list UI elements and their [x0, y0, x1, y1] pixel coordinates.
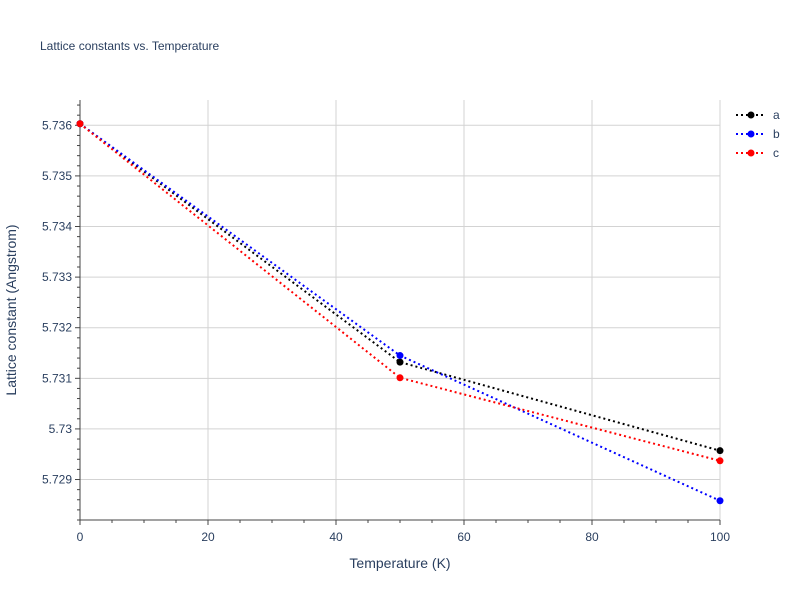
- grid: [80, 100, 721, 520]
- legend-label-a: a: [773, 108, 780, 122]
- series-line-a: [79, 122, 721, 452]
- chart-title: Lattice constants vs. Temperature: [40, 39, 220, 53]
- data-point-c[interactable]: [396, 374, 404, 382]
- x-tick-label: 100: [710, 530, 730, 544]
- data-point-c[interactable]: [716, 457, 724, 465]
- legend-marker-c: [747, 149, 755, 157]
- legend-marker-b: [747, 130, 755, 138]
- x-tick-label: 0: [77, 530, 84, 544]
- y-tick-label: 5.733: [42, 270, 72, 284]
- y-axis-title: Lattice constant (Angstrom): [3, 224, 19, 395]
- legend-item-c[interactable]: c: [736, 146, 779, 160]
- y-tick-label: 5.731: [42, 371, 72, 385]
- x-tick-label: 40: [329, 530, 343, 544]
- x-tick-label: 60: [457, 530, 471, 544]
- data-point-c[interactable]: [76, 120, 84, 128]
- data-point-b[interactable]: [716, 497, 724, 505]
- legend-item-b[interactable]: b: [736, 127, 780, 141]
- x-tick-label: 80: [585, 530, 599, 544]
- legend-item-a[interactable]: a: [736, 108, 780, 122]
- x-tick-label: 20: [201, 530, 215, 544]
- legend-label-b: b: [773, 127, 780, 141]
- y-tick-label: 5.73: [49, 422, 73, 436]
- y-tick-label: 5.732: [42, 321, 72, 335]
- legend-label-c: c: [773, 146, 779, 160]
- legend-marker-a: [747, 111, 755, 119]
- series-a: [76, 120, 724, 455]
- data-point-a[interactable]: [716, 447, 724, 455]
- y-tick-label: 5.736: [42, 118, 72, 132]
- series-b: [76, 120, 724, 505]
- data-point-a[interactable]: [396, 358, 404, 366]
- series-c: [76, 120, 724, 465]
- series-layer: [76, 120, 724, 505]
- y-tick-label: 5.735: [42, 169, 72, 183]
- data-point-b[interactable]: [396, 352, 404, 360]
- legend[interactable]: abc: [736, 108, 780, 160]
- axes: 0 20 40 60 80 100 5.729 5.73 5.731 5.732 5.733 5.73…: [42, 100, 730, 544]
- series-line-c: [79, 122, 721, 462]
- y-tick-label: 5.734: [42, 220, 72, 234]
- x-axis-title: Temperature (K): [349, 555, 450, 571]
- series-line-b: [79, 122, 721, 502]
- y-tick-label: 5.729: [42, 473, 72, 487]
